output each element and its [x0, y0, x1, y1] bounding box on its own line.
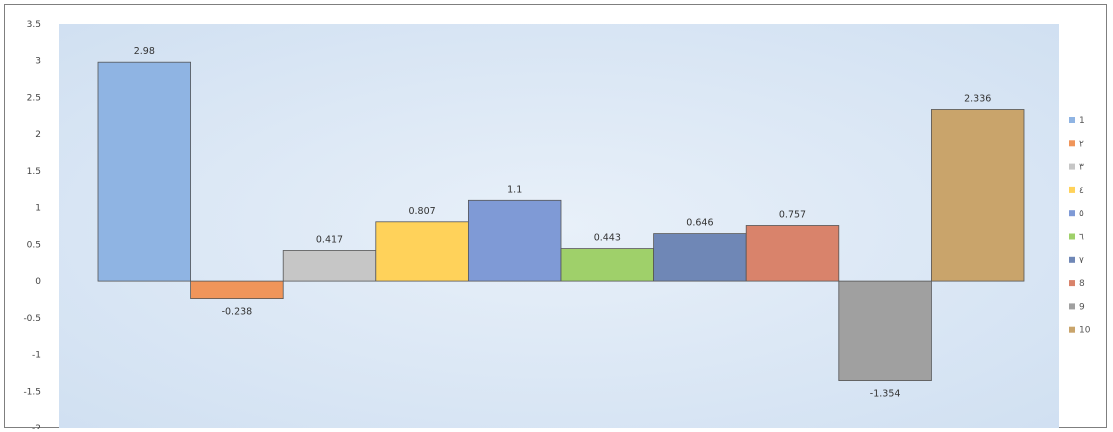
- y-tick-label: 0.5: [27, 240, 41, 250]
- legend-label: ٥: [1079, 209, 1084, 219]
- data-label: 0.757: [779, 210, 806, 221]
- legend-label: 10: [1079, 326, 1091, 336]
- bar-chart: 3.5 3 2.5 2 1.5 1 0.5 0 -0.5 -1 -1.5 -2 2.98 -0.238 0…: [23, 20, 1091, 429]
- bar: [375, 221, 469, 282]
- legend-swatch: [1069, 117, 1075, 123]
- y-tick-label: 1.5: [27, 167, 41, 177]
- data-label: -0.238: [222, 307, 253, 318]
- data-label: 0.417: [316, 235, 343, 246]
- legend-swatch: [1069, 256, 1075, 263]
- legend-swatch: [1069, 163, 1075, 170]
- bars-group: [97, 61, 1025, 382]
- bar: [190, 280, 284, 300]
- data-label: 0.443: [594, 233, 621, 244]
- y-tick-label: 3.5: [27, 20, 41, 30]
- legend-label: ٤: [1079, 186, 1084, 196]
- bar: [282, 250, 377, 282]
- bar: [653, 233, 747, 282]
- y-axis: 3.5 3 2.5 2 1.5 1 0.5 0 -0.5 -1 -1.5 -2: [23, 20, 41, 429]
- legend-label: ٢: [1079, 139, 1084, 149]
- bar: [560, 248, 654, 282]
- legend-label: 1: [1079, 116, 1085, 126]
- y-tick-label: 3: [35, 57, 41, 67]
- data-label: -1.354: [870, 389, 901, 400]
- legend-swatch: [1069, 303, 1075, 310]
- data-labels-group: 2.98 -0.238 0.417 0.807 1.1 0.443 0.646 0.757 -1…: [134, 46, 992, 399]
- legend-swatch: [1069, 326, 1075, 333]
- legend-label: ٣: [1079, 163, 1084, 173]
- bar: [931, 109, 1025, 282]
- y-tick-label: 1: [35, 204, 41, 214]
- chart-frame: 3.5 3 2.5 2 1.5 1 0.5 0 -0.5 -1 -1.5 -2 2.98 -0.238 0…: [4, 4, 1107, 429]
- y-tick-label: 0: [35, 277, 41, 287]
- data-label: 0.646: [686, 218, 713, 229]
- legend-label: 8: [1079, 279, 1085, 289]
- y-tick-label: 2.5: [27, 93, 41, 103]
- y-tick-label: -0.5: [23, 314, 41, 324]
- legend-label: 9: [1079, 302, 1085, 312]
- bar: [838, 280, 932, 382]
- bar: [745, 225, 840, 282]
- y-tick-label: 2: [35, 130, 41, 140]
- legend-swatch: [1069, 210, 1075, 217]
- legend-swatch: [1069, 140, 1075, 147]
- y-tick-label: -1: [32, 351, 41, 361]
- y-tick-label: -2: [32, 424, 41, 429]
- legend-swatch: [1069, 233, 1075, 240]
- legend-label: ٧: [1079, 256, 1084, 266]
- data-label: 0.807: [408, 206, 435, 217]
- legend: 1 ٢ ٣ ٤ ٥ ٦ ٧ 8 9 10: [1069, 116, 1091, 336]
- data-label: 2.98: [134, 46, 155, 57]
- legend-label: ٦: [1079, 233, 1084, 243]
- data-label: 1.1: [507, 184, 522, 195]
- data-label: 2.336: [964, 94, 991, 105]
- y-tick-label: -1.5: [23, 387, 41, 397]
- bar: [97, 61, 191, 282]
- legend-swatch: [1069, 186, 1075, 193]
- legend-swatch: [1069, 280, 1075, 287]
- bar: [467, 199, 562, 282]
